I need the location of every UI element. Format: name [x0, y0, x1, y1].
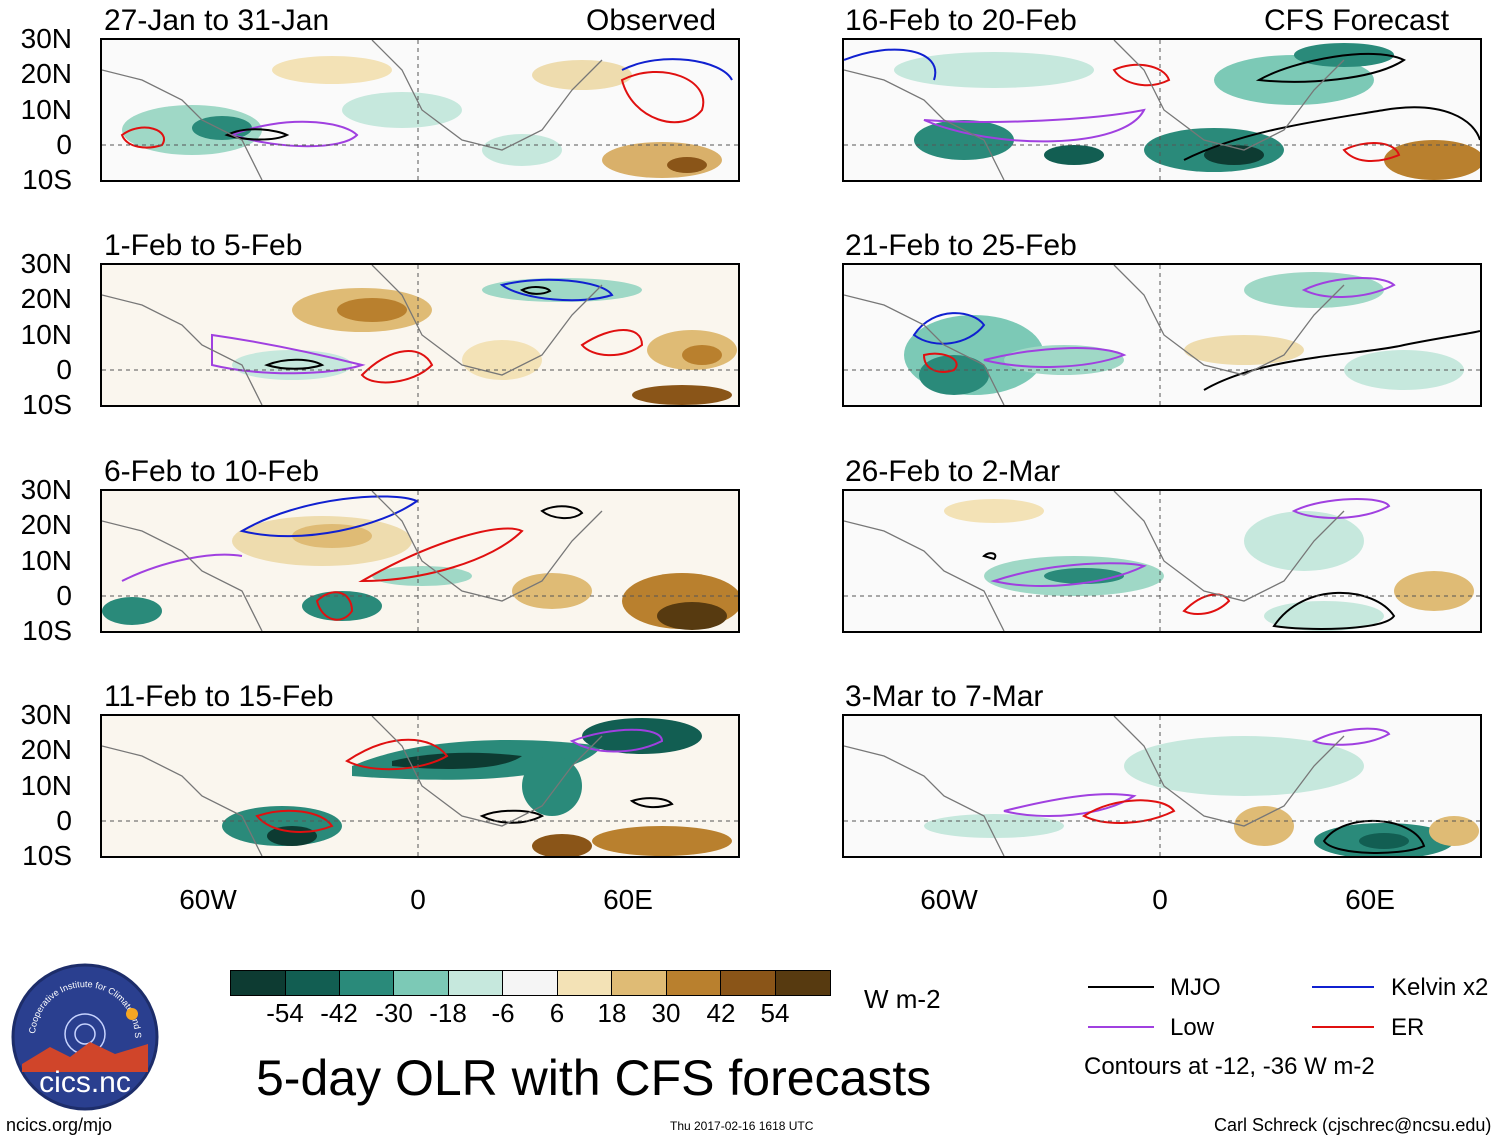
map-panel-1 [100, 38, 740, 182]
y-tick: 20N [20, 509, 72, 540]
y-tick: 10N [20, 545, 72, 576]
colorbar-swatch [231, 971, 286, 995]
map-panel-4 [100, 714, 740, 858]
footer-left: ncics.org/mjo [6, 1115, 113, 1135]
colorbar-label: 6 [549, 998, 565, 1028]
x-tick: 60W [179, 884, 237, 915]
map-panel-5 [842, 38, 1482, 182]
x-tick: 0 [1152, 884, 1168, 915]
colorbar-label: 18 [597, 998, 627, 1028]
legend-line-low [1088, 1026, 1154, 1028]
colorbar-swatch [558, 971, 612, 995]
y-tick: 10N [20, 94, 72, 125]
panel-title-2: 1-Feb to 5-Feb [104, 229, 303, 262]
colorbar-swatch [394, 971, 449, 995]
y-tick: 10S [22, 389, 72, 420]
colorbar-label: -30 [375, 998, 413, 1028]
panel-title-4: 11-Feb to 15-Feb [104, 680, 334, 713]
panel-title-3: 6-Feb to 10-Feb [104, 455, 320, 488]
x-tick: 60E [1345, 884, 1395, 915]
y-tick: 10N [20, 319, 72, 350]
svg-text:cics.nc: cics.nc [39, 1066, 131, 1099]
colorbar-label: 54 [760, 998, 790, 1028]
map-panel-8 [842, 714, 1482, 858]
y-tick: 10S [22, 164, 72, 195]
y-tick: 0 [56, 580, 72, 611]
y-tick: 30N [20, 474, 72, 505]
colorbar [230, 970, 831, 996]
colorbar-swatch [667, 971, 721, 995]
colorbar-swatch [503, 971, 558, 995]
observed-label: Observed [586, 4, 717, 37]
colorbar-label: 30 [651, 998, 681, 1028]
colorbar-label: 42 [706, 998, 736, 1028]
panel-title-1: 27-Jan to 31-Jan [104, 4, 330, 37]
footer-right: Carl Schreck (cjschrec@ncsu.edu) [1214, 1115, 1492, 1135]
panel-title-6: 21-Feb to 25-Feb [845, 229, 1077, 262]
legend-label-kelvin: Kelvin x2 [1391, 974, 1489, 1001]
y-tick: 20N [20, 58, 72, 89]
panel-title-7: 26-Feb to 2-Mar [845, 455, 1061, 488]
y-tick: 0 [56, 354, 72, 385]
y-tick: 10N [20, 770, 72, 801]
legend-note: Contours at -12, -36 W m-2 [1084, 1053, 1375, 1080]
colorbar-label: -18 [429, 998, 467, 1028]
colorbar-swatch [286, 971, 340, 995]
x-tick: 0 [410, 884, 426, 915]
legend-line-mjo [1088, 986, 1154, 988]
colorbar-swatch [340, 971, 394, 995]
y-tick: 30N [20, 248, 72, 279]
colorbar-unit: W m-2 [864, 984, 941, 1014]
y-tick: 20N [20, 283, 72, 314]
colorbar-label: -6 [491, 998, 515, 1028]
colorbar-swatch [721, 971, 776, 995]
map-panel-7 [842, 489, 1482, 633]
y-tick: 10S [22, 840, 72, 871]
colorbar-swatch [776, 971, 830, 995]
y-tick: 0 [56, 805, 72, 836]
y-tick: 0 [56, 129, 72, 160]
legend-label-low: Low [1170, 1014, 1215, 1041]
footer-center: Thu 2017-02-16 1618 UTC [670, 1119, 814, 1133]
cfs-forecast-label: CFS Forecast [1264, 4, 1450, 37]
map-panel-6 [842, 263, 1482, 407]
y-tick: 20N [20, 734, 72, 765]
figure-title: 5-day OLR with CFS forecasts [256, 1050, 932, 1106]
colorbar-swatch [612, 971, 667, 995]
y-tick: 10S [22, 615, 72, 646]
colorbar-label: -42 [320, 998, 358, 1028]
legend-label-er: ER [1391, 1014, 1425, 1041]
x-tick: 60W [920, 884, 978, 915]
legend-line-er [1312, 1026, 1374, 1028]
y-tick: 30N [20, 699, 72, 730]
colorbar-label: -54 [266, 998, 304, 1028]
panel-title-8: 3-Mar to 7-Mar [845, 680, 1044, 713]
cics-logo: Cooperative Institute for Climate and Sa… [7, 954, 160, 1112]
map-panel-3 [100, 489, 740, 633]
colorbar-swatch [449, 971, 503, 995]
legend-line-kelvin [1312, 986, 1374, 988]
panel-title-5: 16-Feb to 20-Feb [845, 4, 1077, 37]
map-panel-2 [100, 263, 740, 407]
x-tick: 60E [603, 884, 653, 915]
legend-label-mjo: MJO [1170, 974, 1221, 1001]
y-tick: 30N [20, 23, 72, 54]
